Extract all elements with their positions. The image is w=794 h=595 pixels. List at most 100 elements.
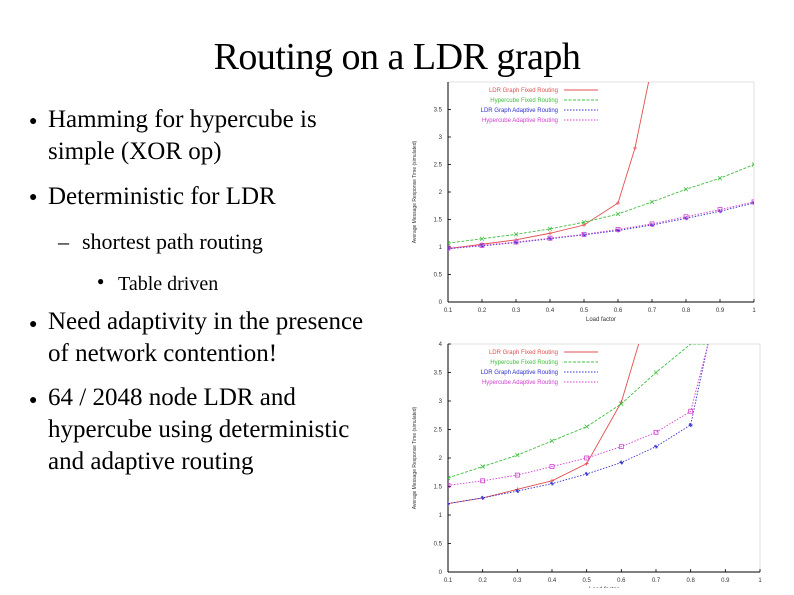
bullet-marker: ● — [29, 114, 38, 129]
x-tick-label: 0.8 — [682, 308, 691, 314]
data-point — [448, 240, 451, 246]
legend-label: Hypercube Fixed Routing — [490, 98, 558, 104]
plot-frame — [447, 343, 761, 573]
bullet-line: 64 / 2048 node LDR and — [48, 384, 296, 411]
data-point — [513, 239, 519, 245]
y-tick-label: 2 — [439, 190, 443, 196]
bullet-line: Hamming for hypercube is — [48, 106, 317, 133]
plot-frame — [447, 81, 755, 303]
y-tick-label: 0.5 — [434, 273, 443, 279]
y-tick-label: 4 — [439, 342, 443, 348]
data-point — [479, 242, 485, 248]
y-axis-label: Average Message Response Time (simulated… — [412, 140, 418, 243]
data-point — [515, 489, 520, 494]
data-point — [480, 464, 485, 469]
bullet-line: Need adaptivity in the presence — [48, 308, 364, 335]
data-point — [683, 214, 689, 220]
data-point — [480, 495, 485, 500]
data-point — [618, 444, 624, 449]
sub-bullet-shortest-path: shortest path routing — [82, 226, 263, 258]
data-point — [653, 370, 659, 375]
data-point — [549, 464, 555, 469]
bullet-deterministic: Deterministic for LDR — [48, 181, 276, 213]
data-point — [619, 460, 624, 465]
y-axis-label: Average Message Response Time (simulated… — [412, 406, 418, 509]
data-point — [515, 452, 520, 458]
bullet-hamming: Hamming for hypercube is simple (XOR op) — [48, 104, 317, 168]
series-line — [448, 82, 650, 250]
bullet-line: and adaptive routing — [48, 448, 254, 475]
series-line — [448, 202, 754, 250]
bullet-line: Table driven — [118, 273, 219, 295]
data-point — [683, 186, 689, 192]
x-tick-label: 0.2 — [478, 578, 487, 584]
legend-label: LDR Graph Fixed Routing — [489, 350, 558, 356]
data-point — [649, 221, 655, 227]
data-point — [584, 424, 589, 429]
y-tick-label: 0.5 — [434, 542, 443, 548]
data-point — [448, 501, 450, 506]
x-tick-label: 1 — [758, 578, 762, 584]
bullet-line: Deterministic for LDR — [48, 183, 276, 210]
y-tick-label: 1 — [439, 513, 443, 519]
data-point — [751, 199, 754, 205]
x-tick-label: 0.8 — [686, 578, 695, 584]
x-tick-label: 0.6 — [617, 578, 626, 584]
data-point — [584, 455, 590, 461]
data-point — [549, 438, 555, 444]
data-point — [581, 219, 587, 225]
data-point — [615, 211, 621, 217]
data-point — [584, 461, 589, 466]
bullet-marker: ● — [97, 274, 105, 288]
slide-title: Routing on a LDR graph — [213, 36, 581, 78]
data-point — [653, 429, 659, 435]
data-point — [548, 231, 552, 236]
x-axis-label: Load factor — [586, 317, 616, 323]
x-tick-label: 0.4 — [548, 578, 557, 584]
legend-label: Hypercube Adaptive Routing — [482, 380, 558, 386]
series-line — [448, 344, 709, 486]
y-tick-label: 2.5 — [434, 163, 443, 169]
data-point — [688, 408, 694, 414]
plot-area — [448, 344, 709, 506]
x-tick-label: 0.7 — [648, 308, 657, 314]
series-line — [448, 344, 708, 479]
y-tick-label: 0 — [439, 300, 443, 306]
x-tick-label: 0.5 — [580, 308, 589, 314]
chart-bottom: 0.1 0.2 0.3 0.4 0.5 0.6 0.7 0.8 0.9 1 0 0.5 1 1.5 2 2.5… — [412, 342, 762, 588]
data-point — [448, 246, 450, 251]
data-point — [448, 245, 451, 251]
y-tick-label: 3.5 — [434, 371, 443, 377]
y-tick-label: 1.5 — [434, 218, 443, 224]
data-point — [616, 201, 620, 205]
data-point — [751, 162, 754, 167]
data-point — [547, 226, 553, 232]
x-tick-label: 0.1 — [444, 308, 453, 314]
x-tick-label: 0.3 — [513, 578, 522, 584]
series-line — [448, 344, 640, 505]
x-tick-label: 0.3 — [512, 308, 521, 314]
data-point — [480, 478, 486, 484]
x-tick-label: 0.7 — [652, 578, 661, 584]
y-tick-label: 3 — [439, 135, 443, 141]
x-axis-label: Load factor — [589, 587, 619, 588]
bullet-node-ldr: 64 / 2048 node LDR and hypercube using d… — [48, 382, 349, 478]
data-point — [584, 471, 589, 476]
x-tick-label: 0.6 — [614, 308, 623, 314]
chart-top: 0.1 0.2 0.3 0.4 0.5 0.6 0.7 0.8 0.9 1 0 0.5 1 1.5 2 2.5… — [412, 81, 756, 323]
data-point — [688, 422, 693, 427]
data-point — [582, 223, 586, 227]
data-point — [717, 175, 723, 181]
y-tick-label: 1.5 — [434, 485, 443, 491]
y-tick-label: 1 — [439, 245, 443, 251]
data-point — [448, 475, 451, 481]
x-tick-label: 0.4 — [546, 308, 555, 314]
plot-area — [448, 82, 754, 251]
data-point — [650, 223, 654, 227]
data-point — [619, 401, 624, 407]
data-point — [513, 232, 519, 237]
bullet-marker: ● — [29, 317, 38, 332]
y-tick-label: 2.5 — [434, 428, 443, 434]
bullet-marker: ● — [29, 393, 38, 408]
bullet-adaptivity: Need adaptivity in the presence of netwo… — [48, 306, 363, 370]
